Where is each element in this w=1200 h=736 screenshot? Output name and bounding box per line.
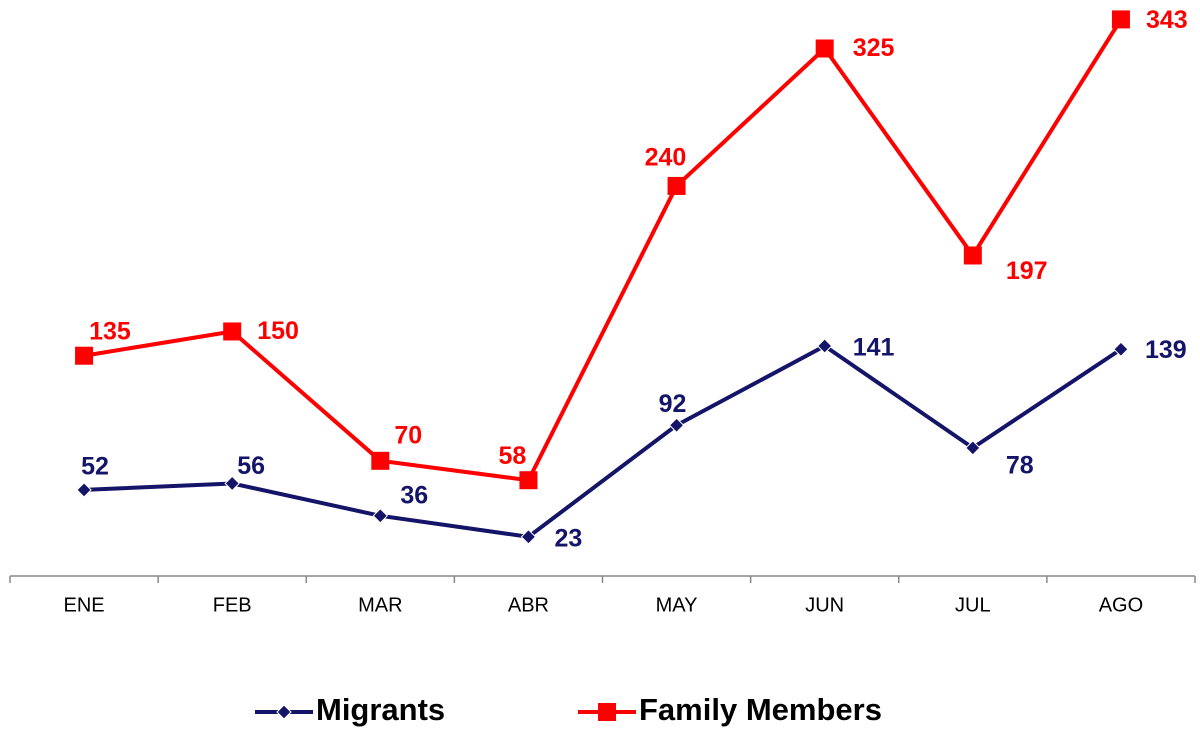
marker bbox=[963, 246, 982, 265]
marker bbox=[816, 338, 833, 354]
data-label: 78 bbox=[1006, 451, 1034, 479]
marker bbox=[371, 451, 390, 470]
x-tick-label: MAR bbox=[358, 594, 402, 616]
marker bbox=[372, 508, 389, 524]
series-line bbox=[83, 18, 1123, 483]
marker bbox=[1111, 10, 1130, 29]
data-label: 325 bbox=[853, 34, 895, 62]
legend-label: Family Members bbox=[639, 692, 882, 727]
x-tick-label: AGO bbox=[1099, 594, 1143, 616]
data-label: 36 bbox=[400, 481, 428, 509]
data-label: 58 bbox=[498, 442, 526, 470]
marker bbox=[668, 417, 685, 433]
marker bbox=[667, 176, 686, 195]
x-tick-label: ABR bbox=[508, 594, 549, 616]
marker bbox=[224, 475, 240, 492]
data-label: 70 bbox=[394, 421, 422, 449]
x-tick-label: JUN bbox=[805, 594, 844, 616]
marker bbox=[223, 322, 242, 341]
x-tick-label: MAY bbox=[656, 594, 698, 616]
x-tick-label: ENE bbox=[64, 594, 105, 616]
series-line bbox=[83, 344, 1123, 539]
marker bbox=[815, 39, 834, 58]
data-label: 343 bbox=[1146, 6, 1188, 34]
data-label: 135 bbox=[89, 317, 131, 345]
legend-label: Migrants bbox=[316, 692, 445, 727]
marker bbox=[75, 346, 94, 365]
marker bbox=[520, 529, 537, 545]
marker bbox=[965, 440, 981, 456]
marker bbox=[276, 704, 292, 720]
data-label: 56 bbox=[237, 452, 265, 480]
marker bbox=[76, 482, 92, 498]
marker bbox=[1113, 341, 1129, 357]
data-label: 139 bbox=[1145, 336, 1187, 364]
data-label: 197 bbox=[1006, 257, 1048, 285]
data-label: 23 bbox=[554, 524, 582, 552]
data-label: 240 bbox=[645, 144, 687, 172]
data-label: 52 bbox=[81, 453, 109, 481]
data-label: 92 bbox=[659, 390, 687, 418]
marker bbox=[519, 471, 538, 490]
x-tick-label: JUL bbox=[955, 594, 991, 616]
x-tick-label: FEB bbox=[213, 594, 252, 616]
data-label: 150 bbox=[257, 317, 299, 345]
data-label: 141 bbox=[853, 334, 895, 362]
marker bbox=[598, 703, 616, 721]
